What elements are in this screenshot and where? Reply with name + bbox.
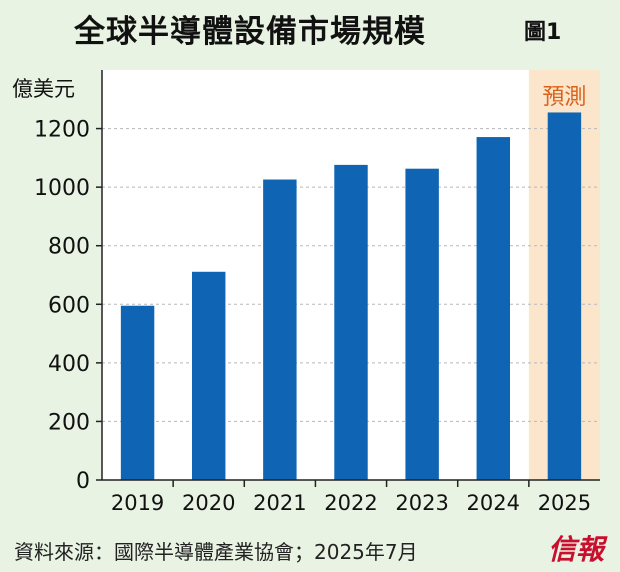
chart-title: 全球半導體設備市場規模 bbox=[74, 14, 426, 50]
figure-label: 圖1 bbox=[524, 20, 562, 45]
y-tick-label: 1000 bbox=[34, 176, 90, 201]
x-tick-label: 2021 bbox=[253, 491, 306, 515]
x-tick-label: 2022 bbox=[324, 491, 377, 515]
bar-2024 bbox=[476, 137, 511, 481]
y-tick-label: 400 bbox=[48, 352, 90, 377]
bar-2019 bbox=[120, 305, 155, 480]
y-tick-label: 200 bbox=[48, 410, 90, 435]
y-tick-label: 600 bbox=[48, 293, 90, 318]
forecast-label: 預測 bbox=[542, 85, 586, 110]
x-tick-label: 2019 bbox=[111, 491, 164, 515]
bar-2022 bbox=[334, 164, 368, 480]
x-tick-label: 2020 bbox=[182, 491, 235, 515]
bar-2023 bbox=[405, 168, 439, 480]
bar-2025 bbox=[547, 112, 582, 480]
y-tick-label: 800 bbox=[48, 235, 90, 260]
source-note: 資料來源：國際半導體產業協會；2025年7月 bbox=[14, 540, 418, 564]
y-tick-label: 1200 bbox=[34, 118, 90, 143]
brand-logo: 信報 bbox=[548, 533, 605, 566]
x-tick-label: 2024 bbox=[467, 491, 520, 515]
bar-2020 bbox=[191, 271, 226, 480]
y-axis-label: 億美元 bbox=[12, 77, 75, 101]
x-tick-label: 2025 bbox=[538, 491, 591, 515]
y-tick-label: 0 bbox=[76, 469, 90, 494]
x-tick-label: 2023 bbox=[395, 491, 448, 515]
bar-2021 bbox=[263, 179, 297, 480]
